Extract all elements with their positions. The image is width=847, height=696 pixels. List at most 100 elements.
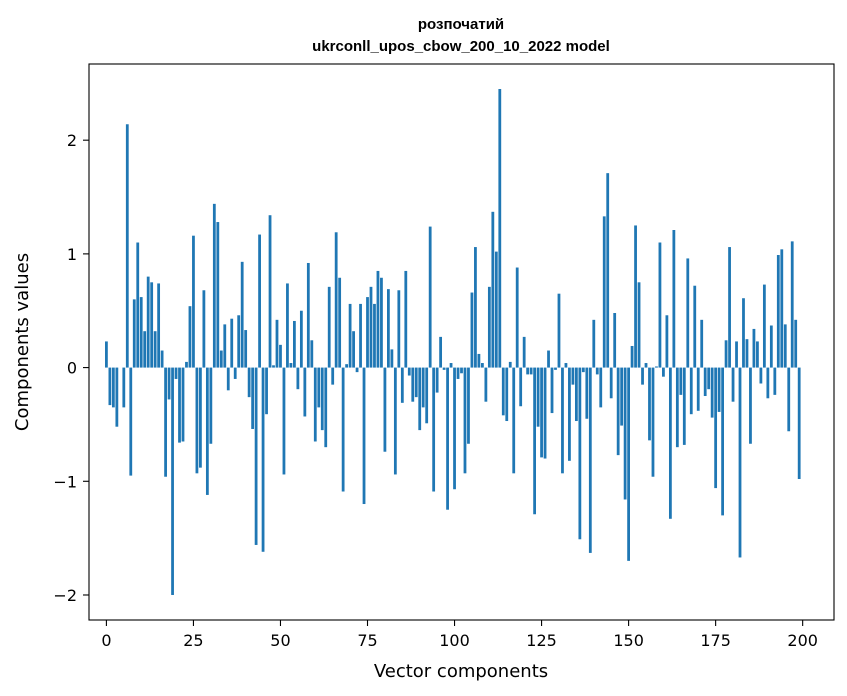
bar bbox=[769, 325, 773, 368]
bar bbox=[251, 367, 255, 429]
bar bbox=[724, 340, 728, 368]
bar bbox=[237, 315, 241, 368]
bar bbox=[373, 303, 376, 368]
x-tick-label: 125 bbox=[526, 631, 557, 650]
bar bbox=[675, 367, 679, 448]
bar bbox=[790, 241, 794, 368]
bar bbox=[655, 366, 658, 368]
bar bbox=[738, 367, 742, 558]
bar bbox=[376, 270, 380, 368]
bar bbox=[129, 367, 133, 476]
bar bbox=[588, 367, 592, 553]
bar bbox=[641, 367, 644, 385]
bar bbox=[693, 285, 697, 368]
bar bbox=[623, 367, 627, 500]
bar bbox=[233, 367, 237, 379]
bar bbox=[519, 367, 523, 407]
bar bbox=[254, 367, 258, 545]
bar bbox=[470, 292, 474, 368]
bar bbox=[554, 367, 557, 370]
bar bbox=[679, 367, 683, 395]
bar bbox=[185, 361, 188, 368]
bar bbox=[345, 364, 349, 368]
bar bbox=[136, 242, 140, 368]
bar bbox=[320, 367, 324, 431]
bar bbox=[146, 276, 150, 368]
chart-subtitle: ukrconll_upos_cbow_200_10_2022 model bbox=[312, 38, 610, 55]
bar bbox=[369, 286, 373, 368]
bar bbox=[759, 367, 763, 384]
bar bbox=[550, 367, 554, 414]
x-tick-label: 75 bbox=[357, 631, 377, 650]
bar bbox=[296, 367, 300, 390]
bar bbox=[212, 203, 216, 368]
bar bbox=[428, 226, 432, 368]
bar bbox=[564, 363, 568, 368]
bar bbox=[341, 367, 345, 492]
x-tick-label: 150 bbox=[613, 631, 644, 650]
bar bbox=[303, 367, 307, 417]
bar bbox=[355, 367, 359, 373]
x-tick-label: 0 bbox=[101, 631, 111, 650]
bar bbox=[205, 367, 209, 495]
bar bbox=[299, 310, 303, 368]
bar bbox=[125, 124, 129, 368]
bar bbox=[714, 367, 718, 489]
bar bbox=[703, 367, 707, 397]
bar bbox=[164, 367, 167, 477]
bar bbox=[494, 251, 498, 368]
bar bbox=[543, 367, 547, 459]
bar bbox=[585, 367, 589, 419]
bar bbox=[648, 367, 651, 441]
bar bbox=[557, 293, 561, 368]
bar bbox=[400, 367, 404, 403]
bar bbox=[153, 331, 157, 368]
bar bbox=[501, 367, 505, 416]
bar bbox=[397, 290, 401, 368]
bar bbox=[477, 353, 481, 368]
bar bbox=[487, 286, 491, 368]
bar bbox=[742, 298, 745, 368]
bar bbox=[707, 367, 711, 390]
bar bbox=[717, 367, 721, 412]
bar bbox=[613, 313, 617, 368]
bar bbox=[258, 234, 261, 368]
bar bbox=[498, 89, 502, 368]
bar bbox=[728, 247, 731, 368]
bar bbox=[762, 284, 766, 368]
bar bbox=[289, 363, 293, 368]
bar bbox=[244, 330, 248, 368]
y-axis-ticks: −2 −1 0 1 2 bbox=[53, 131, 89, 605]
bar bbox=[115, 367, 119, 427]
x-tick-label: 100 bbox=[439, 631, 470, 650]
bar bbox=[766, 367, 770, 399]
bar bbox=[439, 336, 443, 368]
bar bbox=[247, 367, 251, 398]
bar bbox=[571, 367, 575, 385]
bar bbox=[390, 349, 394, 368]
bar bbox=[630, 345, 634, 368]
bar bbox=[286, 283, 289, 368]
x-tick-label: 25 bbox=[183, 631, 203, 650]
bar bbox=[282, 367, 286, 475]
bar bbox=[533, 367, 536, 515]
bar bbox=[745, 339, 749, 368]
bar bbox=[407, 367, 411, 376]
bar bbox=[421, 367, 425, 408]
bar bbox=[192, 235, 195, 368]
bar bbox=[665, 315, 669, 368]
bar bbox=[540, 367, 543, 458]
bar bbox=[491, 211, 495, 368]
bar bbox=[226, 367, 230, 391]
bar bbox=[414, 367, 418, 398]
y-tick-label: 1 bbox=[67, 245, 77, 264]
bar bbox=[595, 367, 599, 375]
y-tick-label: −1 bbox=[53, 472, 77, 491]
bar bbox=[411, 367, 415, 402]
bar bbox=[696, 367, 700, 411]
bar bbox=[463, 367, 467, 474]
bar bbox=[526, 367, 530, 375]
x-tick-label: 50 bbox=[270, 631, 290, 650]
bar bbox=[512, 367, 516, 474]
bar bbox=[481, 363, 484, 368]
